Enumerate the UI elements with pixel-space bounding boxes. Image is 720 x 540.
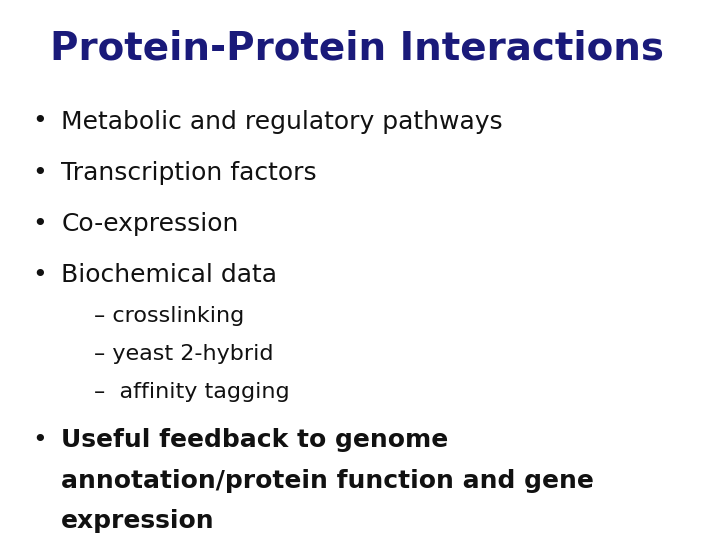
Text: – yeast 2-hybrid: – yeast 2-hybrid	[94, 343, 273, 364]
Text: – crosslinking: – crosslinking	[94, 306, 244, 326]
Text: Biochemical data: Biochemical data	[61, 264, 277, 287]
Text: •: •	[32, 264, 47, 287]
Text: annotation/protein function and gene: annotation/protein function and gene	[61, 469, 594, 492]
Text: •: •	[32, 428, 47, 452]
Text: Transcription factors: Transcription factors	[61, 161, 317, 185]
Text: •: •	[32, 212, 47, 236]
Text: •: •	[32, 110, 47, 133]
Text: Co-expression: Co-expression	[61, 212, 238, 236]
Text: •: •	[32, 161, 47, 185]
Text: Protein-Protein Interactions: Protein-Protein Interactions	[50, 30, 665, 68]
Text: Metabolic and regulatory pathways: Metabolic and regulatory pathways	[61, 110, 503, 133]
Text: Useful feedback to genome: Useful feedback to genome	[61, 428, 449, 452]
Text: expression: expression	[61, 509, 215, 533]
Text: –  affinity tagging: – affinity tagging	[94, 381, 289, 402]
